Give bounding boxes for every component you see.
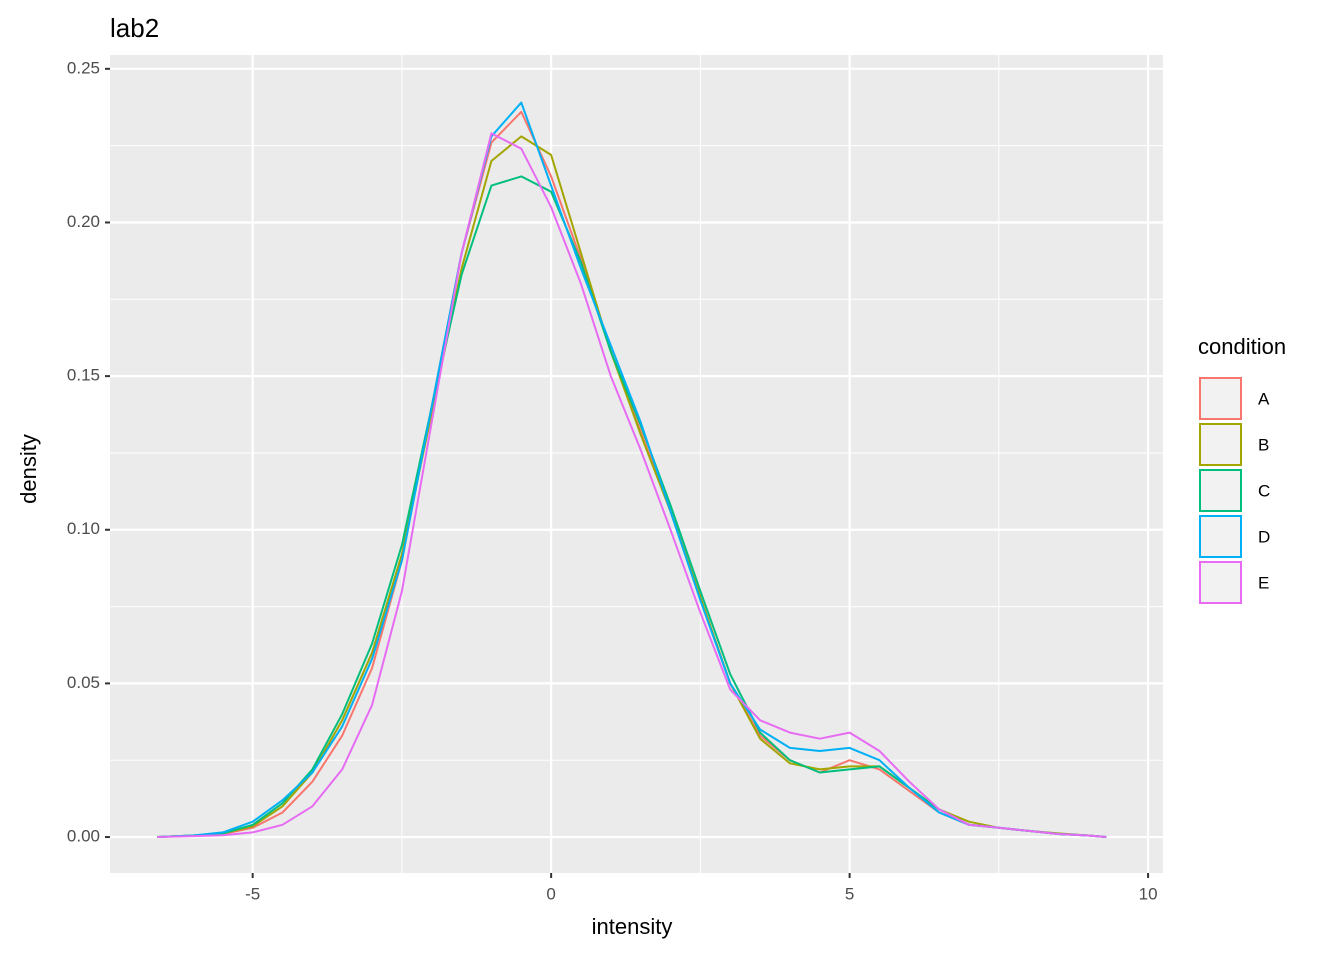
- y-axis-label: density: [16, 434, 41, 504]
- x-tick-label: 10: [1139, 884, 1158, 903]
- y-tick-label: 0.00: [67, 827, 100, 846]
- legend-key: [1199, 561, 1242, 604]
- legend-label: D: [1258, 527, 1270, 546]
- legend-key: [1199, 469, 1242, 512]
- legend-label: B: [1258, 435, 1269, 454]
- chart-title: lab2: [110, 13, 159, 43]
- legend-title: condition: [1198, 334, 1286, 359]
- legend-key: [1199, 515, 1242, 558]
- y-tick-label: 0.10: [67, 519, 100, 538]
- y-tick-label: 0.20: [67, 212, 100, 231]
- density-line: [157, 135, 1107, 838]
- x-tick-label: -5: [245, 884, 260, 903]
- x-axis-label: intensity: [592, 914, 673, 939]
- legend-label: E: [1258, 573, 1269, 592]
- x-tick-label: 5: [845, 884, 854, 903]
- plot-panel: [110, 55, 1163, 873]
- legend-label: C: [1258, 481, 1270, 500]
- density-line: [157, 132, 1107, 838]
- y-tick-label: 0.15: [67, 366, 100, 385]
- y-tick-label: 0.05: [67, 673, 100, 692]
- legend-key: [1199, 377, 1242, 420]
- legend-key: [1199, 423, 1242, 466]
- legend-label: A: [1258, 389, 1270, 408]
- x-tick-label: 0: [546, 884, 555, 903]
- y-tick-label: 0.25: [67, 58, 100, 77]
